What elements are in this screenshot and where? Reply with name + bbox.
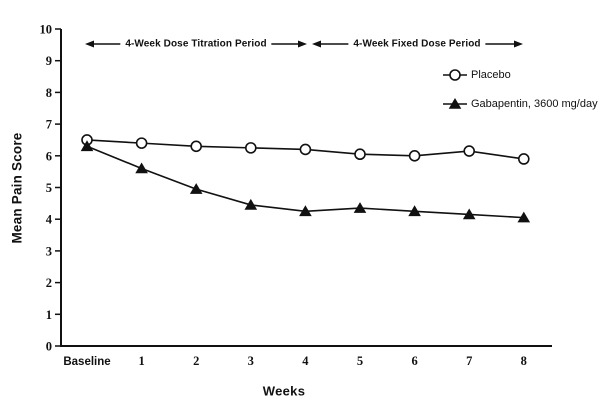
annotation-dose-titration-period: 4-Week Dose Titration Period — [120, 38, 272, 50]
placebo-marker-6 — [408, 150, 421, 162]
x-tick-label-1: 1 — [138, 354, 144, 368]
y-tick-label-7: 7 — [46, 118, 52, 132]
x-tick-label-6: 6 — [411, 354, 417, 368]
placebo-marker-5 — [354, 148, 366, 161]
y-tick-label-1: 1 — [46, 308, 52, 322]
y-tick-label-2: 2 — [46, 276, 52, 290]
x-tick-label-5: 5 — [357, 354, 363, 368]
legend-label-placebo: Placebo — [471, 69, 511, 81]
gabapentin-marker-baseline — [80, 140, 94, 152]
legend-filled-triangle-icon — [448, 98, 462, 109]
gabapentin-marker-1 — [135, 162, 148, 174]
x-tick-label-7: 7 — [466, 354, 472, 368]
x-tick-label-3: 3 — [248, 354, 254, 368]
gabapentin-marker-5 — [353, 202, 367, 213]
gabapentin-marker-4 — [299, 205, 312, 217]
y-tick-label-8: 8 — [46, 86, 52, 100]
annotation-arrowhead-left-0 — [85, 40, 94, 48]
x-tick-label-2: 2 — [193, 354, 199, 368]
x-axis-title: Weeks — [262, 383, 306, 399]
gabapentin-marker-8 — [517, 211, 531, 223]
y-tick-label-9: 9 — [46, 54, 52, 68]
y-tick-label-0: 0 — [46, 340, 52, 354]
x-tick-label-4: 4 — [302, 354, 309, 368]
placebo-marker-2 — [190, 140, 202, 153]
annotation-arrowhead-right-1 — [514, 40, 523, 48]
legend-label-gabapentin: Gabapentin, 3600 mg/day — [471, 98, 598, 110]
gabapentin-marker-7 — [462, 208, 476, 220]
y-axis-title: Mean Pain Score — [9, 132, 25, 244]
placebo-marker-4 — [299, 143, 312, 156]
placebo-marker-3 — [245, 142, 257, 154]
x-tick-label-8: 8 — [521, 354, 527, 368]
placebo-marker-8 — [517, 153, 530, 165]
y-tick-label-6: 6 — [46, 149, 52, 163]
placebo-marker-7 — [463, 145, 476, 157]
x-tick-label-baseline: Baseline — [63, 356, 110, 368]
annotation-arrowhead-left-1 — [312, 40, 321, 48]
gabapentin-marker-6 — [408, 205, 421, 217]
gabapentin-marker-3 — [244, 198, 258, 210]
gabapentin-marker-2 — [189, 183, 203, 194]
y-tick-label-3: 3 — [46, 244, 52, 258]
annotation-arrowhead-right-0 — [298, 40, 307, 48]
annotation-fixed-dose-period: 4-Week Fixed Dose Period — [348, 38, 486, 50]
y-tick-label-4: 4 — [46, 213, 53, 227]
legend-open-circle-icon — [449, 69, 461, 81]
y-tick-label-10: 10 — [40, 23, 53, 37]
placebo-marker-1 — [135, 137, 148, 149]
y-tick-label-5: 5 — [46, 181, 52, 195]
